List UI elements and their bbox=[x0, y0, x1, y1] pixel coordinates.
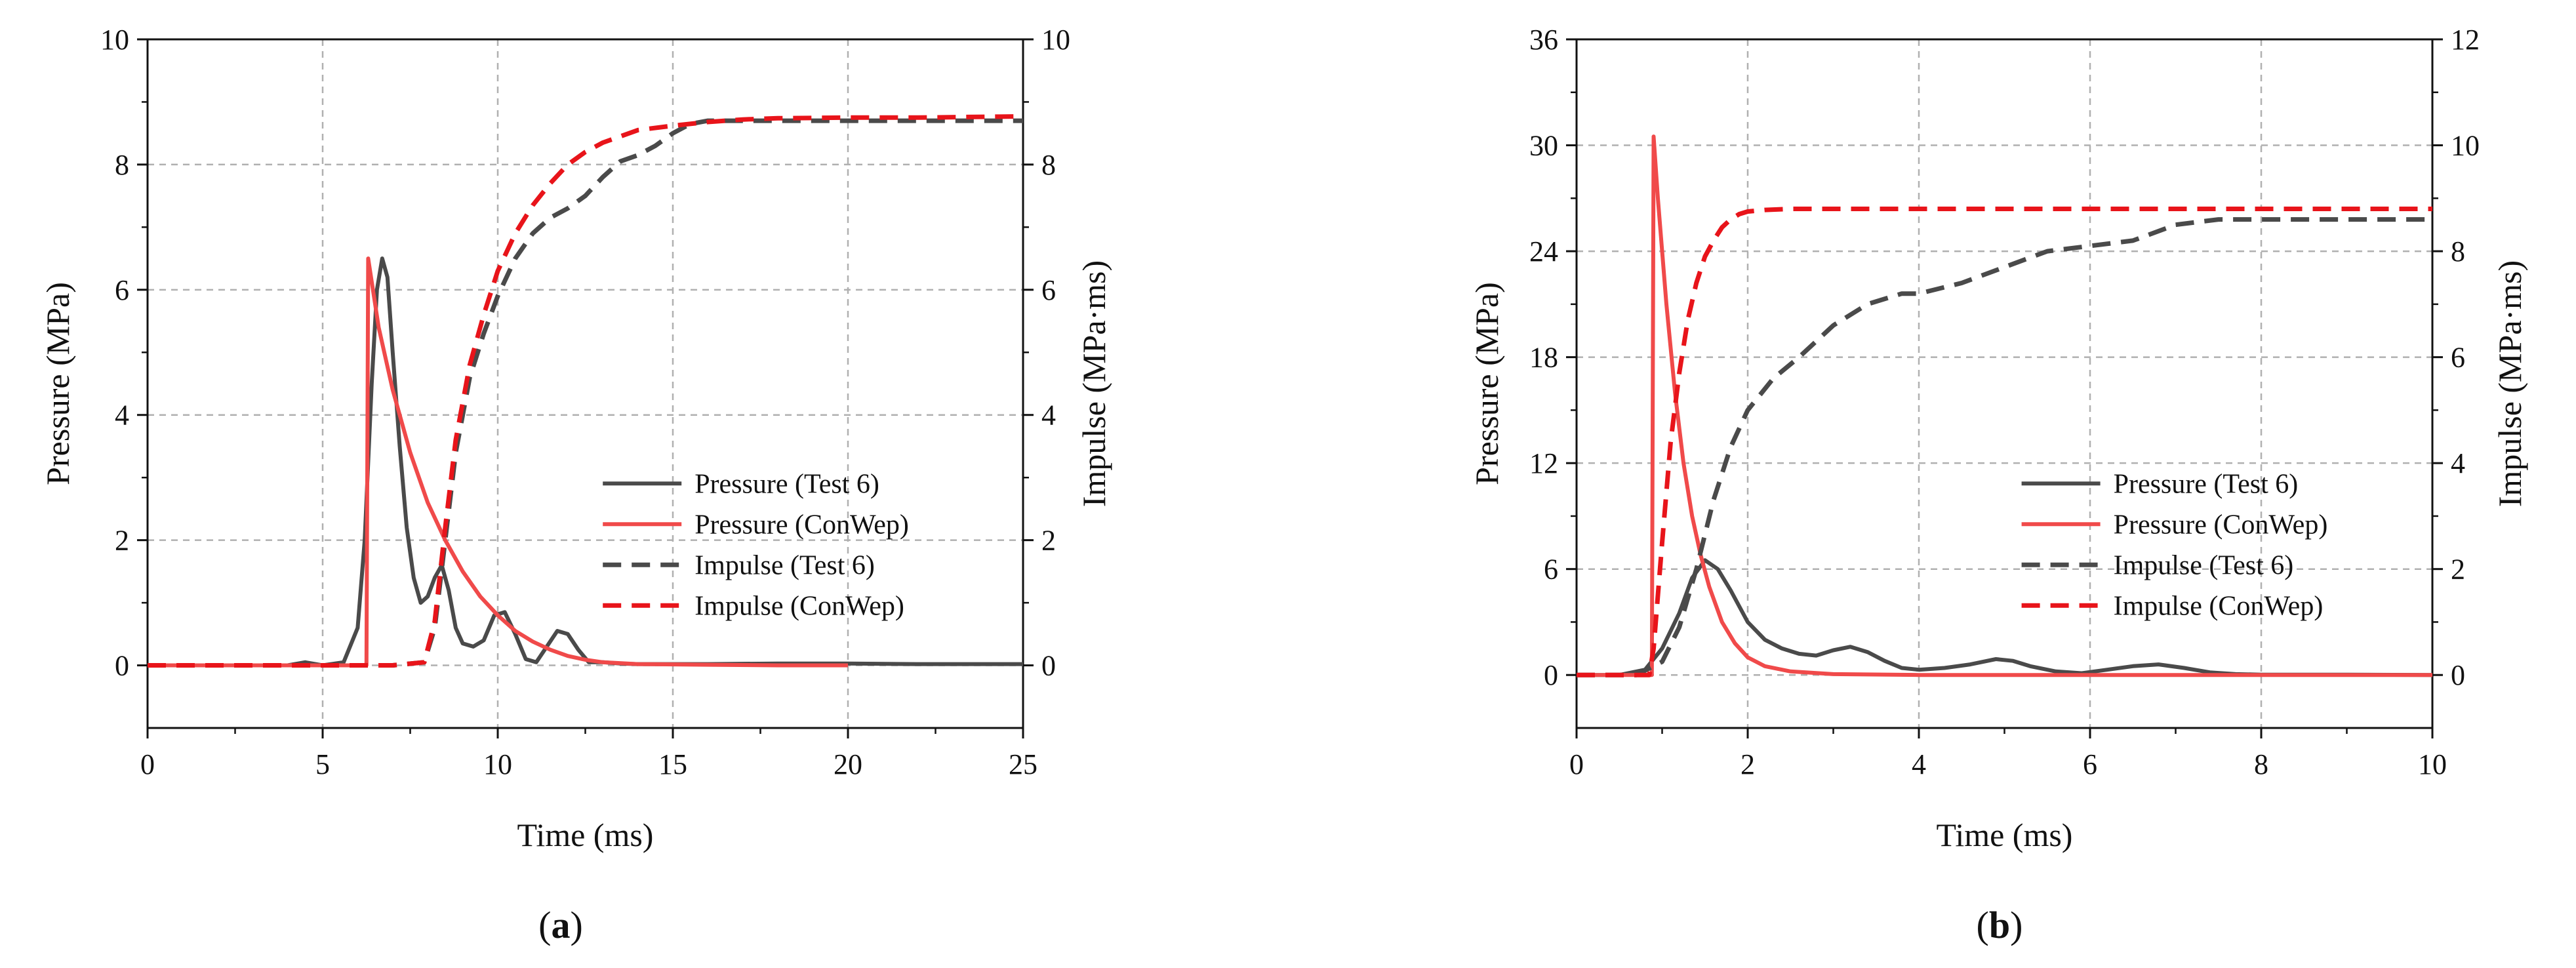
chart-b-ytick-right-label-0: 0 bbox=[2451, 659, 2465, 691]
chart-b-ytick-right-label-5: 10 bbox=[2451, 130, 2480, 162]
chart-a-ytick-right-label-1: 2 bbox=[1041, 525, 1056, 557]
chart-b-legend: Pressure (Test 6) Pressure (ConWep) Impuls… bbox=[2021, 469, 2328, 621]
chart-a-xtick-label-2: 10 bbox=[483, 748, 512, 780]
chart-b-xtick-label-1: 2 bbox=[1741, 748, 1755, 780]
chart-a-ytick-right-label-5: 10 bbox=[1041, 24, 1070, 56]
chart-a-frame bbox=[146, 38, 1024, 729]
chart-b-series-impulse-conwep bbox=[1577, 207, 2432, 677]
chart-b-ytick-right-label-2: 4 bbox=[2451, 447, 2465, 479]
chart-b-legend-label-impulse-conwep: Impulse (ConWep) bbox=[2114, 591, 2324, 621]
chart-b-ytick-label-5: 30 bbox=[1529, 130, 1558, 162]
chart-a-ytick-right-label-3: 6 bbox=[1041, 274, 1056, 306]
chart-a-panel-label: (a) bbox=[538, 904, 583, 946]
chart-a-ytick-label-1: 2 bbox=[115, 525, 129, 557]
chart-panel-b: 0 2 4 6 8 10 0 6 12 18 24 30 36 0 2 4 6 8 10 12 Time (ms) Pre… bbox=[1288, 0, 2576, 968]
chart-b-panel-label: (b) bbox=[1977, 904, 2023, 946]
chart-a-panel-label-close: ) bbox=[571, 904, 583, 946]
chart-b-frame bbox=[1575, 38, 2434, 729]
chart-b-xtick-label-4: 8 bbox=[2254, 748, 2268, 780]
chart-a-ytick-label-5: 10 bbox=[100, 24, 129, 56]
chart-b-legend-label-impulse-test-6: Impulse (Test 6) bbox=[2114, 550, 2294, 580]
chart-a-series bbox=[148, 113, 1023, 668]
chart-b-legend-label-pressure-test-6: Pressure (Test 6) bbox=[2114, 469, 2299, 499]
chart-b-xtick-label-0: 0 bbox=[1569, 748, 1584, 780]
chart-a-xlabel: Time (ms) bbox=[517, 817, 654, 853]
chart-a-ylabel: Pressure (MPa) bbox=[39, 282, 76, 485]
chart-a-panel-label-letter: a bbox=[552, 904, 571, 946]
chart-a-ytick-right-label-4: 8 bbox=[1041, 149, 1056, 181]
chart-b-grid bbox=[1577, 39, 2432, 728]
chart-b-ytick-label-2: 12 bbox=[1529, 447, 1558, 479]
chart-a-ylabel-right: Impulse (MPa·ms) bbox=[1076, 260, 1112, 507]
chart-b-xtick-label-2: 4 bbox=[1912, 748, 1926, 780]
chart-b-series-impulse-test-6 bbox=[1577, 217, 2432, 677]
chart-b-ytick-label-3: 18 bbox=[1529, 342, 1558, 374]
chart-a-ytick-right-label-2: 4 bbox=[1041, 399, 1056, 432]
chart-a-series-impulse-test-6 bbox=[148, 118, 1023, 668]
chart-a-legend: Pressure (Test 6) Pressure (ConWep) Impuls… bbox=[603, 469, 909, 621]
chart-a-xtick-label-1: 5 bbox=[315, 748, 330, 780]
chart-a-legend-label-impulse-test-6: Impulse (Test 6) bbox=[694, 550, 875, 580]
chart-b-series bbox=[1577, 134, 2432, 677]
chart-b-xlabel: Time (ms) bbox=[1937, 817, 2073, 853]
chart-b-ytick-right-label-6: 12 bbox=[2451, 24, 2480, 56]
chart-a-legend-label-impulse-conwep: Impulse (ConWep) bbox=[694, 591, 904, 621]
chart-a-svg: 0 5 10 15 20 25 0 2 4 6 8 10 0 2 4 6 8 10 Time (ms) Pressur… bbox=[39, 24, 1112, 946]
chart-b-xtick-label-5: 10 bbox=[2418, 748, 2447, 780]
chart-a-ytick-label-2: 4 bbox=[115, 399, 129, 432]
chart-b-panel-label-letter: b bbox=[1989, 904, 2010, 946]
chart-b-ytick-label-6: 36 bbox=[1529, 24, 1558, 56]
chart-b-ytick-label-1: 6 bbox=[1544, 554, 1558, 586]
chart-a-xtick-label-3: 15 bbox=[658, 748, 687, 780]
chart-a-legend-label-pressure-test-6: Pressure (Test 6) bbox=[694, 469, 879, 499]
chart-a-panel-label-open: ( bbox=[538, 904, 551, 946]
chart-a-xtick-label-0: 0 bbox=[140, 748, 155, 780]
chart-b-legend-label-pressure-conwep: Pressure (ConWep) bbox=[2114, 510, 2328, 540]
chart-a-legend-label-pressure-conwep: Pressure (ConWep) bbox=[694, 510, 909, 540]
chart-a-series-impulse-conwep bbox=[148, 113, 1023, 668]
chart-b-ytick-right-label-1: 2 bbox=[2451, 554, 2465, 586]
chart-b-xtick-label-3: 6 bbox=[2083, 748, 2097, 780]
chart-b-ytick-right-label-3: 6 bbox=[2451, 342, 2465, 374]
chart-b-panel-label-close: ) bbox=[2010, 904, 2023, 946]
chart-a-ytick-label-3: 6 bbox=[115, 274, 129, 306]
chart-a-xtick-label-5: 25 bbox=[1009, 748, 1037, 780]
chart-b-panel-label-open: ( bbox=[1977, 904, 1989, 946]
chart-a-ytick-label-4: 8 bbox=[115, 149, 129, 181]
chart-b-ylabel: Pressure (MPa) bbox=[1468, 282, 1505, 485]
chart-a-series-pressure-conwep bbox=[148, 256, 848, 668]
chart-b-ytick-label-0: 0 bbox=[1544, 659, 1558, 691]
chart-b-ytick-right-label-4: 8 bbox=[2451, 235, 2465, 268]
chart-a-grid bbox=[148, 39, 1023, 728]
chart-a-ticks: 0 5 10 15 20 25 0 2 4 6 8 10 0 2 4 6 8 10 bbox=[100, 24, 1070, 780]
chart-b-ytick-label-4: 24 bbox=[1529, 235, 1558, 268]
chart-a-ytick-label-0: 0 bbox=[115, 650, 129, 682]
chart-panel-a: 0 5 10 15 20 25 0 2 4 6 8 10 0 2 4 6 8 10 Time (ms) Pressur… bbox=[39, 24, 1112, 946]
chart-a-ytick-right-label-0: 0 bbox=[1041, 650, 1056, 682]
chart-b-series-pressure-conwep bbox=[1577, 134, 2432, 677]
chart-b-ylabel-right: Impulse (MPa·ms) bbox=[2491, 260, 2528, 507]
chart-a-xtick-label-4: 20 bbox=[834, 748, 862, 780]
